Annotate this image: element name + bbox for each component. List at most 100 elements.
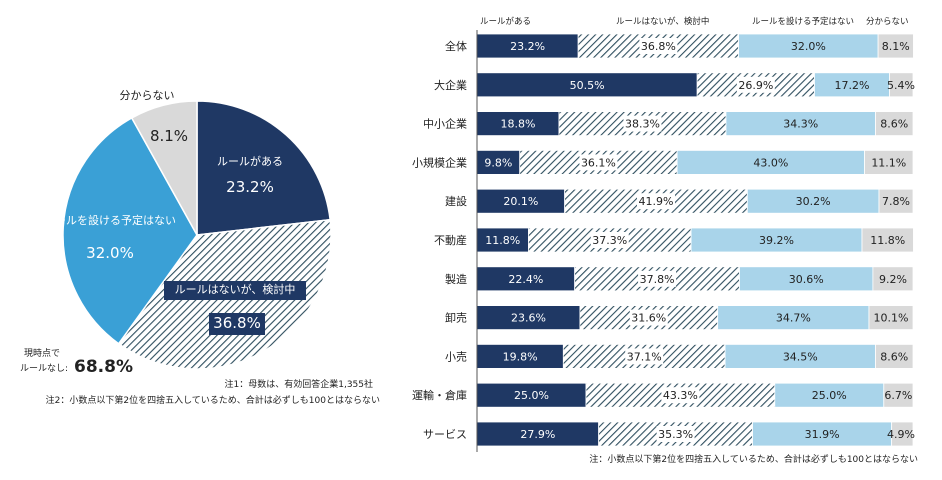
bar-segment — [877, 33, 914, 59]
bar-label-bg — [736, 76, 775, 93]
bar-value-label: 34.3% — [783, 118, 818, 131]
bar-segment — [690, 227, 863, 253]
bar-value-label: 25.0% — [514, 389, 549, 402]
pie-slice — [196, 100, 331, 236]
bar-segment — [476, 33, 579, 59]
bar-label-bg — [590, 232, 629, 248]
bar-value-label: 9.2% — [879, 273, 907, 286]
bar-segment — [476, 227, 529, 253]
stacked-bar-chart: ルールがある ルールはないが、検討中 ルールを設ける予定はない 分からない 全体 23.… — [412, 16, 918, 465]
bar-value-label: 36.8% — [641, 40, 676, 53]
bar-value-label: 36.1% — [581, 156, 616, 169]
bar-rows: 全体 23.2% 36.8% 32.0% 8.1% 大企業 50.5% 26.9% 17.2% 5… — [412, 33, 915, 447]
bar-segment — [861, 227, 914, 253]
bar-value-label: 11.8% — [870, 234, 905, 247]
pie-slice-value: 32.0% — [86, 244, 134, 262]
bar-value-label: 25.0% — [812, 389, 847, 402]
bar-segment — [872, 266, 914, 292]
bar-label-bg — [639, 38, 678, 54]
bar-value-label: 8.6% — [880, 118, 908, 131]
bar-value-label: 30.6% — [789, 273, 824, 286]
bar-value-label: 20.1% — [503, 195, 538, 208]
bar-segment — [883, 382, 914, 408]
bar-label-bg — [579, 154, 618, 171]
bar-segment — [725, 111, 876, 136]
bar-value-label: 27.9% — [520, 428, 555, 441]
summary-label-line1: 現時点で — [24, 348, 60, 359]
legend-entry: ルールを設ける予定はない — [752, 16, 854, 27]
bar-value-label: 4.9% — [887, 428, 915, 441]
legend-entry: ルールがある — [480, 16, 531, 27]
bar-segment — [476, 266, 576, 292]
bar-value-label: 8.1% — [882, 40, 910, 53]
summary-label-line2: ルールなし: — [20, 363, 68, 374]
bar-value-label: 37.3% — [592, 234, 627, 247]
bar-value-label: 31.9% — [805, 428, 840, 441]
bar-value-label: 9.8% — [484, 156, 512, 169]
pie-label-box — [164, 281, 306, 300]
category-label: 全体 — [445, 39, 467, 53]
bar-segment — [875, 111, 914, 136]
pie-slice-label: ルールはないが、検討中 — [175, 282, 296, 296]
pie-note-1: 注1：母数は、有効回答企業1,355社 — [225, 378, 374, 390]
bar-value-label: 39.2% — [759, 234, 794, 247]
bar-value-label: 8.6% — [880, 350, 908, 363]
category-label: 製造 — [445, 272, 467, 286]
bar-segment — [868, 305, 914, 331]
bar-value-label: 26.9% — [738, 79, 773, 92]
legend-entry: 分からない — [866, 17, 909, 27]
pie-slice-label: 分からない — [120, 89, 175, 102]
bar-value-label: 43.3% — [663, 389, 698, 402]
bar-segment — [891, 421, 914, 447]
pie-note-2: 注2：小数点以下第2位を四捨五入しているため、合計は必ずしも100とはならない — [46, 394, 380, 406]
bar-segment — [878, 188, 914, 214]
bar-value-label: 23.6% — [511, 312, 546, 325]
bar-value-label: 18.8% — [501, 118, 536, 131]
pie-slice-value: 23.2% — [226, 178, 274, 196]
bar-segment — [875, 343, 914, 369]
category-label: 卸売 — [445, 311, 467, 325]
bar-segment — [476, 382, 587, 408]
bar-value-label: 35.3% — [658, 428, 693, 441]
bar-segment — [864, 149, 914, 175]
bar-segment — [774, 382, 885, 408]
bar-value-label: 37.1% — [627, 350, 662, 363]
bar-value-label: 32.0% — [791, 40, 826, 53]
bar-segment — [476, 188, 566, 214]
category-label: 不動産 — [434, 233, 467, 247]
category-label: 中小企業 — [423, 117, 467, 131]
bar-segment — [476, 421, 600, 447]
bar-value-label: 34.5% — [783, 350, 818, 363]
bar-note: 注：小数点以下第2位を四捨五入しているため、合計は必ずしも100とはならない — [589, 453, 918, 465]
bar-segment — [476, 149, 521, 175]
bar-value-label: 31.6% — [631, 312, 666, 325]
bar-label-bg — [661, 387, 700, 404]
pie-slice — [62, 116, 198, 345]
pie-chart: ルールがある 23.2% ルールはないが、検討中 36.8% ルールを設ける予定はない 3… — [20, 89, 380, 406]
bar-value-label: 50.5% — [570, 79, 605, 92]
bar-segment — [739, 266, 874, 292]
bar-legend: ルールがある ルールはないが、検討中 ルールを設ける予定はない 分からない — [480, 16, 909, 27]
pie-slice — [130, 100, 198, 238]
bar-label-bg — [638, 270, 677, 287]
bar-value-label: 30.2% — [796, 195, 831, 208]
bar-value-label: 34.7% — [776, 312, 811, 325]
bar-value-label: 38.3% — [625, 118, 660, 131]
pie-slice-value: 36.8% — [213, 314, 261, 332]
pie-labels: ルールがある 23.2% ルールはないが、検討中 36.8% ルールを設ける予定はない 3… — [44, 89, 306, 335]
pie-slice-value: 8.1% — [150, 127, 188, 145]
bar-value-label: 5.4% — [887, 79, 915, 92]
bar-value-label: 41.9% — [639, 195, 674, 208]
bar-label-bg — [636, 193, 675, 210]
category-label: 小規模企業 — [412, 155, 467, 169]
bar-value-label: 19.8% — [503, 350, 538, 363]
pie-slices — [62, 100, 332, 370]
category-label: 小売 — [445, 350, 467, 363]
pie-value-box — [209, 313, 265, 335]
bar-value-label: 10.1% — [874, 312, 909, 325]
bar-value-label: 7.8% — [882, 195, 910, 208]
bar-label-bg — [629, 309, 668, 326]
bar-segment — [724, 343, 876, 369]
bar-value-label: 6.7% — [884, 389, 912, 402]
